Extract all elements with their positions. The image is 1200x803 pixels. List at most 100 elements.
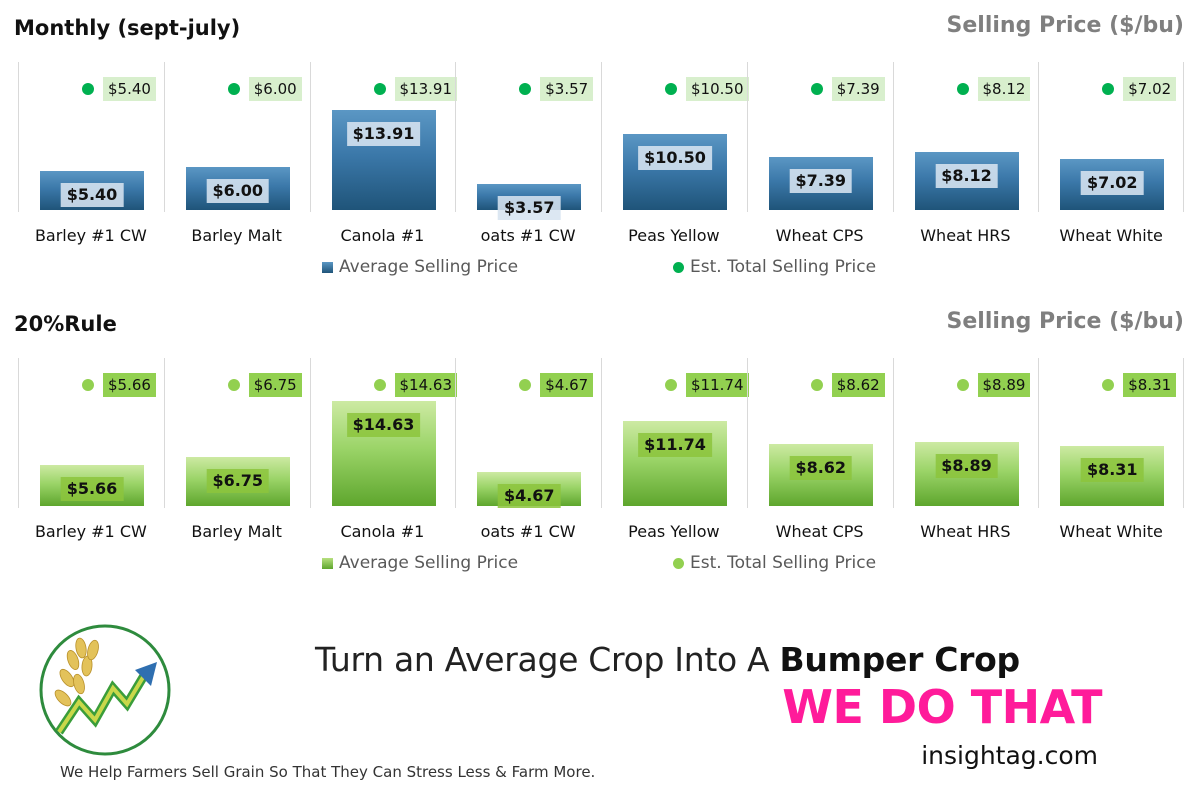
bar-data-label: $8.62 — [789, 456, 853, 480]
chart-category-column: $4.67 $4.67 oats #1 CW — [455, 358, 601, 548]
tagline-regular: Turn an Average Crop Into A — [315, 640, 770, 679]
legend-dot-swatch — [673, 261, 684, 273]
point-data-label: $11.74 — [686, 373, 749, 397]
bar-data-label: $13.91 — [346, 122, 421, 146]
legend-bar-swatch — [322, 557, 333, 569]
column-divider — [1183, 358, 1184, 508]
chart-category-column: $5.40 $5.40 Barley #1 CW — [18, 62, 164, 252]
est-total-marker: $10.50 — [665, 76, 749, 102]
est-total-marker: $5.40 — [82, 76, 156, 102]
point-data-label: $8.89 — [977, 373, 1031, 397]
est-total-marker: $4.67 — [519, 372, 594, 398]
bar-data-label: $6.75 — [206, 469, 270, 493]
chart-legend: Average Selling Price Est. Total Selling… — [0, 257, 1200, 281]
column-divider — [1038, 62, 1040, 212]
column-divider — [455, 62, 457, 212]
chart-category-column: $8.62 $8.62 Wheat CPS — [746, 358, 893, 548]
point-data-label: $8.12 — [977, 77, 1031, 101]
bar-data-label: $11.74 — [638, 433, 712, 457]
est-total-marker: $8.31 — [1102, 372, 1177, 398]
column-divider — [163, 62, 165, 212]
chart-category-column: $10.50 $10.50 Peas Yellow — [601, 62, 749, 252]
point-data-label: $7.02 — [1123, 77, 1177, 101]
chart-category-column: $11.74 $11.74 Peas Yellow — [601, 358, 749, 548]
chart-point — [373, 379, 386, 391]
category-tick-label: Barley #1 CW — [34, 522, 147, 541]
chart-bar: $8.12 — [914, 152, 1019, 210]
column-divider — [601, 62, 602, 212]
legend-average-selling-price: Average Selling Price — [322, 553, 518, 573]
column-divider — [163, 358, 165, 508]
column-divider — [746, 62, 748, 212]
column-divider — [1038, 358, 1040, 508]
chart-bar: $10.50 — [623, 134, 727, 210]
point-data-label: $7.39 — [831, 77, 885, 101]
est-total-marker: $13.91 — [373, 76, 457, 102]
chart-point — [227, 83, 240, 95]
chart-point — [665, 379, 677, 391]
chart-point — [956, 379, 969, 391]
tagline: Turn an Average Crop Into A Bumper Crop — [315, 640, 1020, 679]
column-divider — [309, 358, 311, 508]
est-total-marker: $5.66 — [82, 372, 156, 398]
footer-note: We Help Farmers Sell Grain So That They … — [60, 763, 596, 781]
est-total-marker: $14.63 — [373, 372, 457, 398]
chart-point — [519, 379, 532, 391]
column-divider — [18, 358, 19, 508]
chart-category-column: $6.00 $6.00 Barley Malt — [163, 62, 310, 252]
category-tick-label: Wheat CPS — [775, 226, 864, 245]
est-total-marker: $8.62 — [810, 372, 885, 398]
bar-data-label: $6.00 — [206, 179, 270, 203]
bar-data-label: $8.89 — [935, 454, 998, 478]
chart-point — [82, 83, 94, 95]
chart-category-column: $13.91 $13.91 Canola #1 — [309, 62, 457, 252]
website-link[interactable]: insightag.com — [921, 741, 1098, 770]
slogan: WE DO THAT — [782, 680, 1102, 734]
chart-columns: $5.40 $5.40 Barley #1 CW $6.00 $6.00 Barley M… — [18, 62, 1184, 252]
monthly-chart-panel: Monthly (sept-july) Selling Price ($/bu)… — [0, 0, 1200, 290]
category-tick-label: Wheat HRS — [920, 226, 1011, 245]
bar-data-label: $8.31 — [1080, 458, 1144, 482]
category-tick-label: Wheat CPS — [775, 522, 864, 541]
legend-label: Average Selling Price — [339, 553, 519, 573]
chart-bar: $6.00 — [185, 167, 290, 210]
chart-bar: $11.74 — [623, 421, 727, 506]
column-divider — [601, 358, 602, 508]
chart-category-column: $5.66 $5.66 Barley #1 CW — [18, 358, 164, 548]
point-data-label: $8.31 — [1123, 373, 1177, 397]
category-tick-label: Wheat HRS — [920, 522, 1011, 541]
point-data-label: $14.63 — [394, 373, 457, 397]
unit-label: Selling Price ($/bu) — [946, 13, 1184, 38]
column-divider — [309, 62, 311, 212]
chart-bar: $5.66 — [40, 465, 144, 506]
bar-data-label: $5.66 — [60, 477, 124, 501]
point-data-label: $10.50 — [686, 77, 749, 101]
chart-bar: $7.02 — [1060, 159, 1165, 210]
legend-est-total-selling-price: Est. Total Selling Price — [673, 257, 876, 277]
chart-point — [1102, 83, 1115, 95]
chart-bar: $13.91 — [331, 110, 436, 210]
chart-point — [1102, 379, 1115, 391]
chart-category-column: $7.39 $7.39 Wheat CPS — [746, 62, 893, 252]
point-data-label: $5.66 — [103, 373, 156, 397]
chart-point — [810, 379, 823, 391]
bar-data-label: $4.67 — [497, 484, 561, 508]
chart-category-column: $7.02 $7.02 Wheat White — [1038, 62, 1184, 252]
category-tick-label: Wheat White — [1059, 522, 1163, 541]
chart-title: Monthly (sept-july) — [14, 16, 241, 40]
chart-bar: $4.67 — [477, 472, 582, 508]
chart-category-column: $8.12 $8.12 Wheat HRS — [892, 62, 1039, 252]
point-data-label: $13.91 — [394, 77, 457, 101]
bar-data-label: $14.63 — [346, 413, 421, 437]
chart-bar: $8.62 — [768, 444, 873, 506]
column-divider — [18, 62, 19, 212]
bar-data-label: $8.12 — [935, 164, 998, 188]
category-tick-label: Peas Yellow — [628, 226, 720, 245]
point-data-label: $5.40 — [103, 77, 156, 101]
category-tick-label: Barley Malt — [191, 226, 282, 245]
category-tick-label: Barley #1 CW — [34, 226, 147, 245]
chart-category-column: $3.57 $3.57 oats #1 CW — [455, 62, 601, 252]
est-total-marker: $6.00 — [227, 76, 302, 102]
chart-bar: $7.39 — [768, 157, 873, 210]
est-total-marker: $8.12 — [956, 76, 1031, 102]
